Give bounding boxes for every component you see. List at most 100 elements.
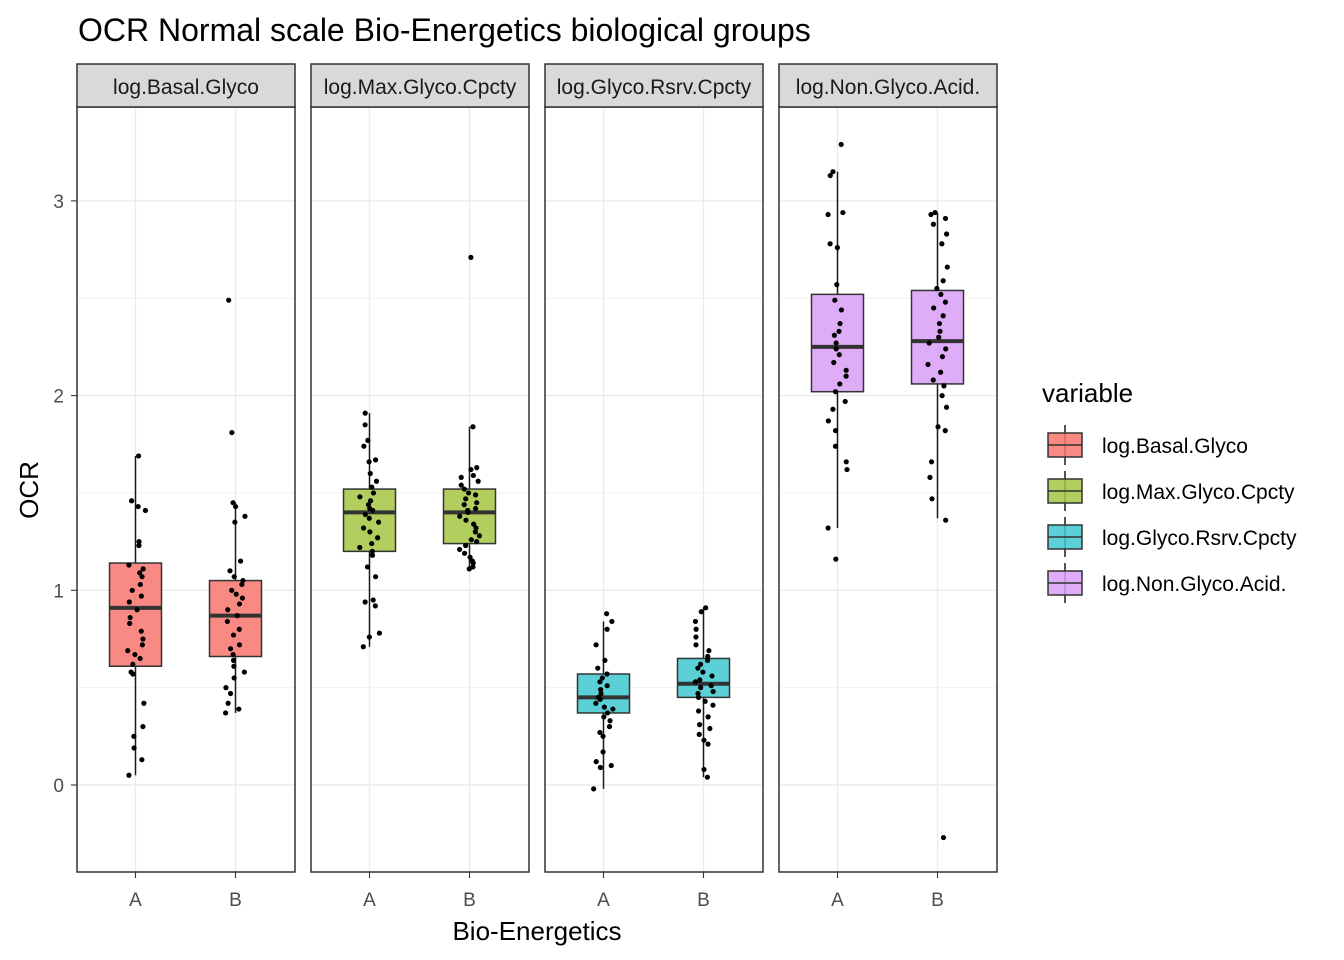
data-point bbox=[366, 459, 372, 465]
data-point bbox=[473, 525, 479, 531]
data-point bbox=[698, 609, 704, 615]
data-point bbox=[369, 540, 375, 547]
legend-key bbox=[1043, 423, 1087, 467]
facet-panel: log.Non.Glyco.Acid. A B bbox=[778, 63, 998, 911]
data-point bbox=[223, 685, 229, 691]
data-point bbox=[705, 714, 711, 720]
data-point bbox=[942, 215, 949, 222]
data-point bbox=[695, 708, 702, 714]
data-point bbox=[126, 562, 132, 568]
x-tick-label: B bbox=[229, 890, 242, 911]
data-point bbox=[697, 722, 703, 728]
data-point bbox=[366, 515, 372, 521]
data-point bbox=[693, 642, 699, 648]
data-point bbox=[474, 539, 480, 545]
data-point bbox=[606, 723, 613, 730]
data-point bbox=[843, 367, 849, 373]
facet-strip-label: log.Basal.Glyco bbox=[113, 76, 259, 99]
data-point bbox=[695, 665, 701, 671]
data-point bbox=[706, 648, 712, 654]
data-point bbox=[932, 209, 938, 216]
data-point bbox=[229, 587, 235, 593]
data-point bbox=[931, 305, 937, 311]
data-point bbox=[138, 628, 144, 634]
data-point bbox=[607, 718, 613, 724]
data-point bbox=[825, 525, 831, 531]
data-point bbox=[465, 509, 471, 516]
data-point bbox=[134, 607, 140, 613]
data-point bbox=[695, 694, 702, 700]
data-point bbox=[139, 757, 145, 763]
data-point bbox=[597, 679, 603, 685]
legend: variable log.Basal.Glyco log.Max.Glyco.Cp… bbox=[1042, 378, 1297, 605]
data-point bbox=[137, 570, 143, 576]
data-point bbox=[704, 774, 711, 780]
data-point bbox=[140, 566, 146, 572]
data-point bbox=[600, 733, 606, 739]
data-point bbox=[840, 209, 846, 216]
data-point bbox=[703, 605, 709, 611]
data-point bbox=[935, 424, 941, 430]
data-point bbox=[832, 428, 839, 434]
data-point bbox=[593, 642, 599, 648]
data-point bbox=[367, 529, 373, 535]
data-point bbox=[843, 373, 849, 379]
data-point bbox=[226, 297, 232, 303]
panel-background bbox=[545, 107, 763, 872]
data-point bbox=[595, 665, 601, 671]
data-point bbox=[132, 651, 138, 658]
data-point bbox=[708, 683, 714, 689]
data-point bbox=[474, 465, 480, 471]
data-point bbox=[831, 359, 837, 366]
data-point bbox=[601, 704, 607, 710]
data-point bbox=[943, 404, 950, 410]
data-point bbox=[704, 657, 711, 663]
data-point bbox=[135, 503, 141, 510]
data-point bbox=[131, 745, 137, 751]
data-point bbox=[604, 683, 610, 689]
x-tick-label: B bbox=[463, 890, 476, 911]
legend-key bbox=[1043, 561, 1087, 605]
data-point bbox=[838, 307, 845, 313]
data-point bbox=[225, 607, 231, 613]
data-point bbox=[475, 478, 481, 484]
data-point bbox=[939, 354, 946, 360]
y-tick-label: 2 bbox=[53, 387, 64, 408]
data-point bbox=[597, 696, 603, 702]
data-point bbox=[600, 749, 606, 755]
x-tick-label: A bbox=[363, 890, 376, 911]
y-tick-label: 1 bbox=[53, 581, 64, 602]
box bbox=[108, 562, 163, 667]
data-point bbox=[362, 511, 368, 517]
data-point bbox=[136, 453, 142, 459]
data-point bbox=[130, 671, 136, 677]
data-point bbox=[126, 599, 132, 605]
data-point bbox=[832, 297, 838, 303]
data-point bbox=[597, 764, 603, 771]
x-tick-label: B bbox=[697, 890, 710, 911]
x-tick-label: A bbox=[129, 890, 142, 911]
data-point bbox=[458, 482, 464, 488]
data-point bbox=[608, 762, 614, 769]
data-point bbox=[930, 377, 936, 383]
data-point bbox=[598, 690, 604, 697]
data-point bbox=[465, 490, 472, 496]
data-point bbox=[369, 552, 376, 558]
data-point bbox=[830, 169, 836, 175]
y-axis: 0 1 2 3 bbox=[53, 192, 77, 797]
data-point bbox=[701, 737, 707, 743]
data-point bbox=[361, 443, 367, 449]
data-point bbox=[938, 369, 944, 375]
data-point bbox=[232, 503, 239, 510]
panel-background bbox=[77, 107, 295, 872]
box bbox=[676, 657, 731, 699]
data-point bbox=[364, 564, 371, 570]
data-point bbox=[362, 422, 368, 428]
data-point bbox=[936, 334, 942, 340]
data-point bbox=[705, 741, 711, 747]
data-point bbox=[129, 587, 135, 593]
data-point bbox=[836, 328, 842, 334]
data-point bbox=[837, 320, 843, 327]
data-point bbox=[833, 340, 839, 346]
